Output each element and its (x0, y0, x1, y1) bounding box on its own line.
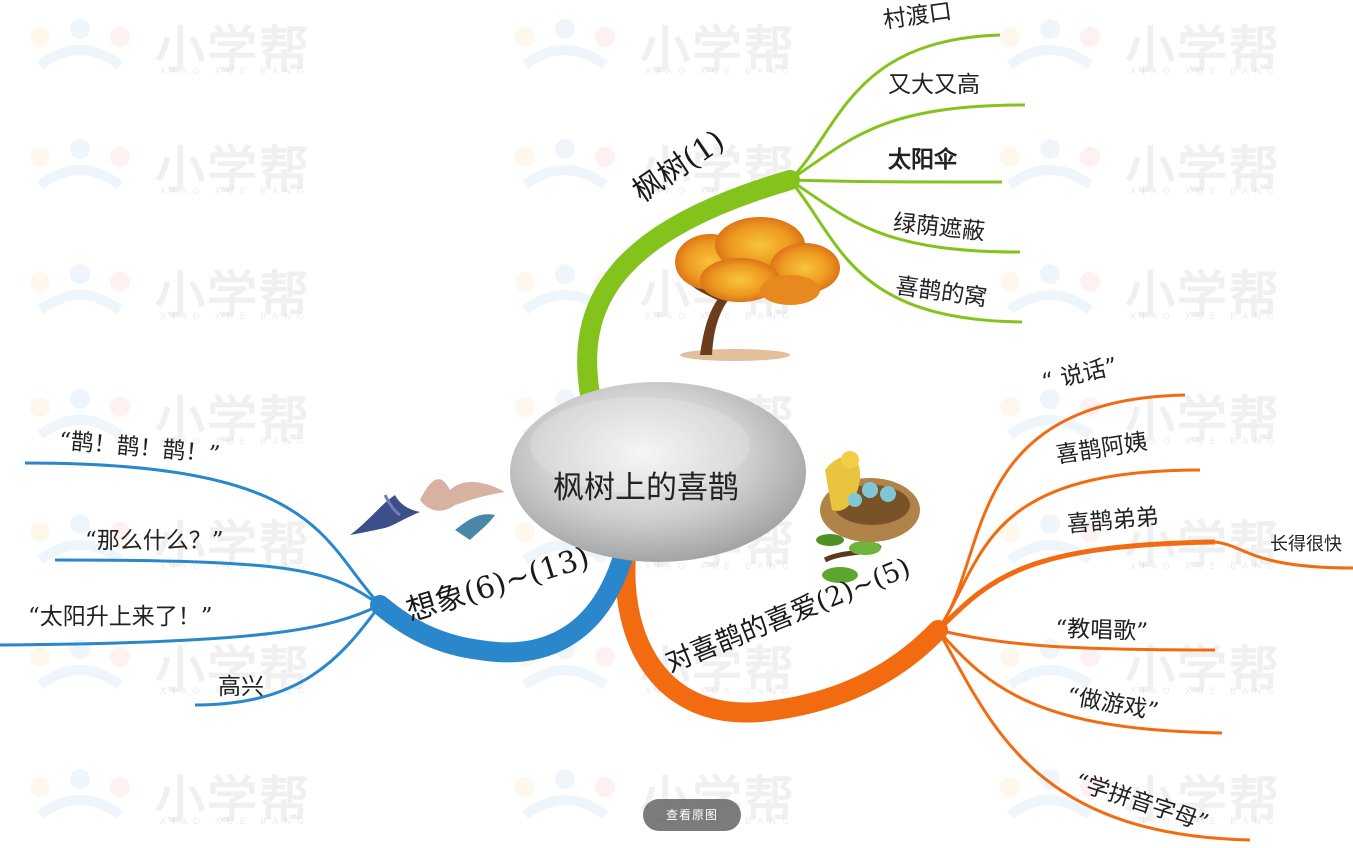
watermark-subtext: XIAO XUE BANG (1130, 687, 1281, 697)
love-branch-trunk (615, 545, 948, 723)
watermark-text: 小学帮 (640, 21, 796, 79)
imagine-branch-trunk (370, 540, 635, 663)
watermark-logo-icon (1000, 139, 1100, 190)
watermark-logo-icon (30, 264, 130, 315)
imagine-branch (0, 461, 635, 707)
love-branch (615, 393, 1353, 842)
watermark-subtext: XIAO XUE BANG (1130, 437, 1281, 447)
watermark-logo-icon (515, 769, 615, 820)
imagine-leaf-line (24, 461, 382, 607)
watermark-subtext: XIAO XUE BANG (160, 687, 311, 697)
watermark-subtext: XIAO XUE BANG (1130, 67, 1281, 77)
imagine-leaf: 高兴 (218, 674, 264, 700)
watermark-subtext: XIAO XUE BANG (160, 187, 311, 197)
love-leaf-line (936, 539, 1216, 632)
watermark-logo-icon (1000, 639, 1100, 690)
watermark-subtext: XIAO XUE BANG (645, 687, 796, 697)
center-title: 枫树上的喜鹊 (553, 470, 739, 506)
watermark-subtext: XIAO XUE BANG (160, 817, 311, 827)
watermark-text: 小学帮 (155, 771, 311, 829)
watermark-text: 小学帮 (1125, 141, 1281, 199)
maple-tree-illustration (675, 217, 840, 361)
watermark-text: 小学帮 (1125, 266, 1281, 324)
watermark-text: 小学帮 (155, 141, 311, 199)
imagine-leaf-line (54, 558, 381, 607)
imagine-leaf: “太阳升上来了！” (28, 604, 213, 630)
watermark-text: 小学帮 (155, 266, 311, 324)
watermark-logo-icon (1000, 769, 1100, 820)
tree-leaf-line (788, 33, 1001, 182)
tree-leaf-line (788, 179, 1023, 324)
watermark-subtext: XIAO XUE BANG (1130, 187, 1281, 197)
tree-leaf-line (789, 178, 1003, 184)
imagine-leaf-line (0, 603, 381, 647)
watermark-logo-icon (1000, 264, 1100, 315)
love-leaf-line (936, 629, 1223, 735)
watermark-text: 小学帮 (155, 391, 311, 449)
watermark-logo-icon (30, 769, 130, 820)
tree-leaf: 又大又高 (888, 72, 980, 98)
tree-branch-trunk (577, 170, 800, 415)
watermark-logo-icon (1000, 19, 1100, 70)
center-node (510, 382, 806, 562)
watermark-text: 小学帮 (155, 21, 311, 79)
watermark-subtext: XIAO XUE BANG (160, 437, 311, 447)
love-leaf-line (937, 628, 1216, 652)
tree-leaf-line (789, 178, 1021, 254)
watermark-subtext: XIAO XUE BANG (160, 312, 311, 322)
tree-leaf-line (789, 103, 1026, 182)
love-subleaf: 长得很快 (1270, 534, 1342, 555)
watermark-logo-icon (515, 19, 615, 70)
tree-leaf: 太阳伞 (888, 146, 957, 173)
flying-birds-illustration (350, 479, 505, 540)
watermark-logo-icon (30, 639, 130, 690)
imagine-leaf-line (194, 604, 382, 707)
love-subleaf-line (1214, 540, 1353, 570)
watermark-logo-icon (30, 389, 130, 440)
watermark-subtext: XIAO XUE BANG (645, 562, 796, 572)
watermark-logo-icon (30, 19, 130, 70)
watermark-logo-icon (30, 514, 130, 565)
watermark-text: 小学帮 (1125, 391, 1281, 449)
watermark-subtext: XIAO XUE BANG (645, 67, 796, 77)
watermark-text: 小学帮 (1125, 21, 1281, 79)
watermark-subtext: XIAO XUE BANG (645, 187, 796, 197)
love-leaf-line (936, 629, 1251, 842)
view-original-button[interactable]: 查看原图 (643, 799, 741, 831)
watermark-logo-icon (515, 139, 615, 190)
love-leaf: “教唱歌” (1054, 616, 1149, 646)
watermark-logo-icon (30, 139, 130, 190)
watermark-subtext: XIAO XUE BANG (1130, 562, 1281, 572)
watermark-subtext: XIAO XUE BANG (1130, 312, 1281, 322)
watermark-subtext: XIAO XUE BANG (160, 562, 311, 572)
imagine-leaf: “那么什么？” (85, 528, 224, 554)
watermark-subtext: XIAO XUE BANG (160, 67, 311, 77)
watermark-text: 小学帮 (1125, 771, 1281, 829)
tree-branch (577, 33, 1026, 415)
bird-nest-illustration (816, 451, 920, 583)
love-leaf-line (936, 468, 1201, 631)
watermark-subtext: XIAO XUE BANG (1130, 817, 1281, 827)
